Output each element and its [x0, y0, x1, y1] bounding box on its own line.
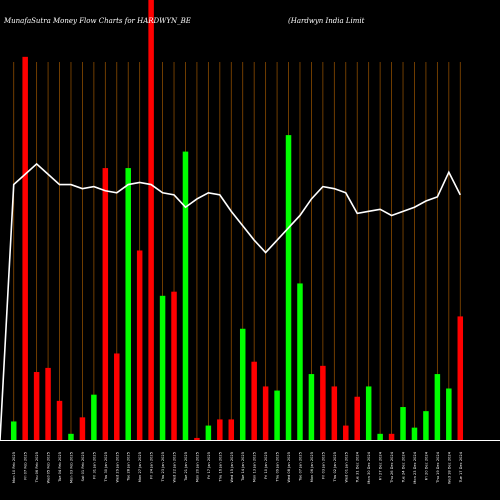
- x-tick-label-37: Fri 20 Dec 2024: [424, 451, 428, 480]
- bars: [10, 0, 464, 441]
- bar-20: [228, 419, 235, 440]
- bar-38: [434, 374, 441, 440]
- x-tick-labels: Mon 10 Feb 2025 Fri 07 Feb 2025 Thu 06 Feb…: [12, 451, 463, 484]
- bar-33: [377, 433, 383, 440]
- x-tick-label-14: Thu 23 Jan 2025: [161, 452, 165, 482]
- money-flow-line: [0, 162, 461, 441]
- bar-32: [365, 386, 372, 440]
- bar-1: [10, 421, 17, 440]
- bar-30: [343, 425, 349, 440]
- x-tick-label-13: Fri 24 Jan 2025: [150, 452, 154, 479]
- x-tick-label-35: Tue 24 Dec 2024: [402, 451, 406, 483]
- x-tick-label-27: Mon 06 Jan 2025: [310, 452, 314, 482]
- x-tick-label-38: Thu 19 Dec 2024: [436, 451, 440, 484]
- x-tick-label-6: Mon 03 Feb 2025: [69, 452, 73, 483]
- x-tick-label-1: Mon 10 Feb 2025: [12, 452, 16, 483]
- bar-39: [446, 388, 452, 440]
- bar-27: [308, 374, 315, 440]
- x-tick-label-2: Fri 07 Feb 2025: [24, 452, 28, 480]
- bar-10: [114, 353, 120, 440]
- bar-3: [33, 372, 40, 440]
- bar-9: [102, 168, 109, 440]
- x-tick-label-32: Mon 30 Dec 2024: [367, 451, 371, 483]
- bar-16: [182, 151, 189, 440]
- bar-34: [388, 433, 395, 440]
- bar-40: [457, 316, 464, 440]
- bar-7: [79, 417, 86, 440]
- bar-23: [262, 386, 269, 440]
- bar-14: [159, 295, 166, 440]
- money-flow-line-group: [0, 162, 461, 441]
- x-tick-label-26: Tue 07 Jan 2025: [298, 452, 302, 482]
- bar-6: [68, 433, 74, 440]
- x-tick-label-11: Tue 28 Jan 2025: [127, 452, 131, 482]
- bar-17: [194, 437, 200, 440]
- bar-36: [411, 427, 418, 440]
- x-tick-label-7: Sat 01 Feb 2025: [81, 452, 85, 481]
- bar-31: [354, 396, 360, 440]
- bar-12: [136, 250, 143, 440]
- bar-11: [125, 168, 131, 440]
- x-tick-label-12: Mon 27 Jan 2025: [138, 452, 142, 482]
- x-tick-label-31: Tue 31 Dec 2024: [356, 451, 360, 483]
- bar-4: [45, 367, 51, 440]
- bar-13: [148, 0, 154, 440]
- x-tick-label-10: Wed 29 Jan 2025: [115, 452, 119, 483]
- chart-subtitle: (Hardwyn India Limit: [288, 17, 365, 25]
- x-tick-label-21: Tue 14 Jan 2025: [241, 452, 245, 482]
- bar-26: [297, 283, 303, 440]
- bar-21: [239, 328, 246, 440]
- bar-15: [171, 291, 177, 440]
- x-tick-label-40: Tue 17 Dec 2024: [459, 451, 463, 483]
- bar-24: [274, 390, 280, 440]
- x-tick-label-9: Thu 30 Jan 2025: [104, 452, 108, 482]
- x-tick-label-19: Thu 16 Jan 2025: [218, 452, 222, 482]
- bar-19: [217, 419, 223, 440]
- x-tick-label-16: Tue 21 Jan 2025: [184, 452, 188, 482]
- x-tick-label-28: Fri 03 Jan 2025: [321, 452, 325, 479]
- bar-35: [400, 407, 406, 440]
- bar-22: [251, 361, 257, 440]
- x-tick-label-33: Fri 27 Dec 2024: [379, 451, 383, 480]
- x-tick-label-22: Mon 13 Jan 2025: [253, 452, 257, 482]
- bar-5: [56, 400, 63, 440]
- x-tick-label-39: Wed 18 Dec 2024: [447, 451, 451, 484]
- x-tick-label-23: Fri 10 Jan 2025: [264, 452, 268, 479]
- chart-title: MunafaSutra Money Flow Charts for HARDWY…: [3, 17, 191, 25]
- x-tick-label-36: Mon 23 Dec 2024: [413, 451, 417, 483]
- bar-29: [331, 386, 338, 440]
- x-tick-label-18: Fri 17 Jan 2025: [207, 452, 211, 479]
- bar-37: [423, 411, 429, 440]
- x-tick-label-4: Wed 05 Feb 2025: [47, 452, 51, 483]
- bar-2: [22, 56, 28, 441]
- x-tick-label-25: Wed 08 Jan 2025: [287, 452, 291, 483]
- x-tick-label-8: Fri 31 Jan 2025: [92, 452, 96, 479]
- bar-8: [91, 394, 97, 440]
- x-tick-label-29: Thu 02 Jan 2025: [333, 452, 337, 482]
- x-tick-label-15: Wed 22 Jan 2025: [173, 452, 177, 483]
- bar-18: [205, 425, 212, 440]
- x-tick-label-34: Thu 26 Dec 2024: [390, 451, 394, 484]
- x-tick-label-24: Thu 09 Jan 2025: [276, 452, 280, 482]
- bar-28: [320, 365, 326, 440]
- x-tick-label-17: Mon 20 Jan 2025: [195, 452, 199, 482]
- x-tick-label-30: Wed 01 Jan 2025: [344, 452, 348, 483]
- x-tick-label-5: Tue 04 Feb 2025: [58, 452, 62, 483]
- x-tick-label-20: Wed 15 Jan 2025: [230, 452, 234, 483]
- x-tick-label-3: Thu 06 Feb 2025: [35, 452, 39, 483]
- bar-25: [285, 135, 292, 440]
